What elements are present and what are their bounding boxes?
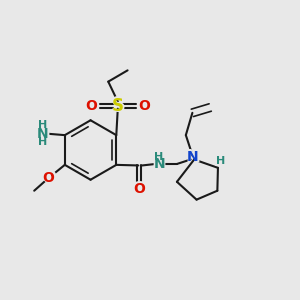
Text: N: N bbox=[187, 150, 199, 164]
Text: H: H bbox=[36, 134, 49, 149]
Text: H: H bbox=[38, 120, 47, 130]
Text: N: N bbox=[153, 157, 165, 171]
Text: H: H bbox=[154, 152, 164, 162]
Text: N: N bbox=[152, 155, 166, 173]
Text: O: O bbox=[43, 171, 54, 185]
Text: H: H bbox=[153, 150, 166, 165]
Text: S: S bbox=[110, 96, 125, 116]
Text: O: O bbox=[132, 180, 147, 198]
Text: O: O bbox=[41, 169, 56, 187]
Text: O: O bbox=[133, 182, 145, 196]
Text: O: O bbox=[139, 99, 151, 113]
Text: H: H bbox=[216, 156, 225, 166]
Text: H: H bbox=[38, 137, 47, 147]
Text: N: N bbox=[185, 148, 200, 166]
Text: O: O bbox=[83, 97, 99, 115]
Text: O: O bbox=[85, 99, 97, 113]
Text: H: H bbox=[214, 154, 227, 169]
Text: S: S bbox=[112, 97, 124, 115]
Text: H: H bbox=[36, 118, 49, 133]
Text: N: N bbox=[35, 125, 50, 143]
Text: N: N bbox=[37, 127, 48, 141]
Text: O: O bbox=[137, 97, 152, 115]
